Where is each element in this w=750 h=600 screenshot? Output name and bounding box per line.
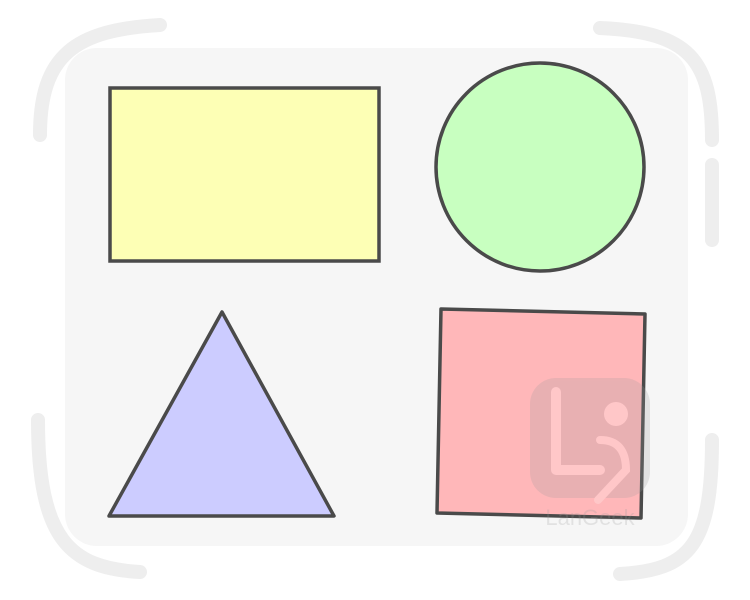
bracket-top-right: [593, 21, 719, 147]
bracket-bottom-right: [613, 433, 719, 581]
triangle-shape: [107, 310, 336, 518]
watermark-text: LanGeek: [545, 505, 635, 530]
frame-brackets: [31, 18, 719, 581]
logo-badge: [530, 378, 650, 498]
logo-dot: [604, 402, 628, 426]
rectangle-shape: [108, 86, 381, 263]
bracket-top-left: [33, 18, 167, 142]
langeek-logo-icon: LanGeek: [530, 378, 650, 530]
bracket-bottom-left: [31, 413, 147, 579]
circle-shape: [434, 61, 646, 273]
logo-letter-l: [551, 387, 605, 475]
logo-tail: [594, 436, 631, 504]
square-shape: [435, 307, 647, 520]
